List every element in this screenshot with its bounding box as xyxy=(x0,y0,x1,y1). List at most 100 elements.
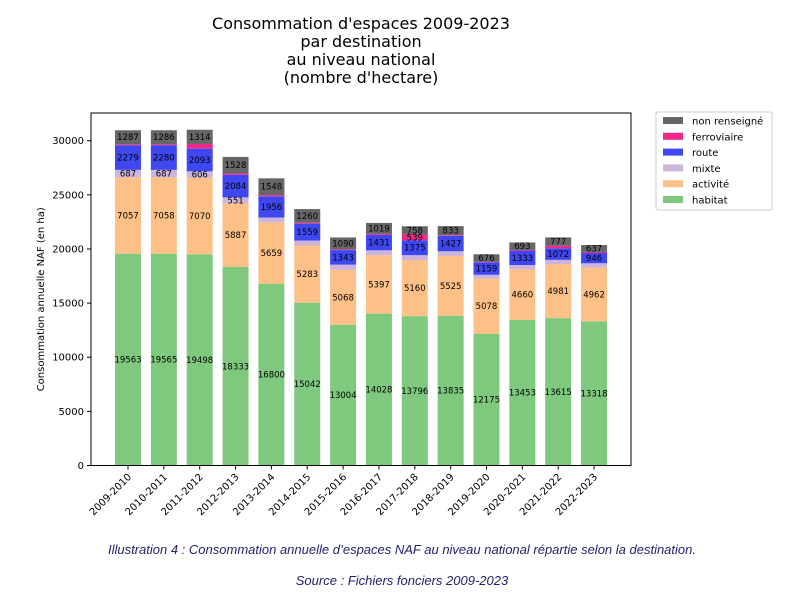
y-tick-label: 25000 xyxy=(52,190,84,201)
bar-segment-activite xyxy=(294,245,321,303)
legend-swatch xyxy=(663,132,683,140)
segment-label: 693 xyxy=(514,242,530,252)
title-line: Consommation d'espaces 2009-2023 xyxy=(212,14,510,33)
bar-segment-ferroviaire xyxy=(365,233,392,235)
segment-label: 1314 xyxy=(189,133,211,143)
bar-segment-non-renseigne xyxy=(294,209,321,223)
bar-segment-route xyxy=(545,248,572,260)
segment-label: 7057 xyxy=(117,211,139,221)
segment-label: 1956 xyxy=(261,203,283,213)
legend-label: mixte xyxy=(692,164,721,175)
segment-label: 1431 xyxy=(368,239,390,249)
figure-caption: Illustration 4 : Consommation annuelle d… xyxy=(107,542,696,557)
segment-label: 2280 xyxy=(153,153,175,163)
bar-segment-activite xyxy=(509,269,536,320)
legend-label: ferroviaire xyxy=(692,132,743,143)
bar-segment-habitat xyxy=(330,324,357,466)
segment-label: 1287 xyxy=(117,133,139,143)
legend-swatch xyxy=(663,117,683,124)
bar-segment-activite xyxy=(545,264,572,319)
segment-label: 687 xyxy=(120,170,136,180)
bar-segment-mixte xyxy=(581,263,608,268)
segment-label: 19563 xyxy=(114,356,141,366)
bar-segment-non-renseigne xyxy=(186,129,213,144)
plot-frame xyxy=(90,112,632,466)
segment-label: 1159 xyxy=(476,265,498,275)
bar-segment-ferroviaire xyxy=(115,144,141,146)
bar-segment-ferroviaire xyxy=(294,222,321,224)
segment-label: 19498 xyxy=(186,356,213,366)
bar-segment-mixte xyxy=(330,264,357,270)
bar-segment-non-renseigne xyxy=(330,237,357,250)
bar-segment-habitat xyxy=(115,253,141,466)
legend-swatch xyxy=(663,148,683,156)
bar-segment-habitat xyxy=(401,316,428,466)
bar-segment-activite xyxy=(437,255,464,316)
bar-segment-habitat xyxy=(294,302,321,466)
segment-label: 946 xyxy=(586,254,602,264)
segment-label: 5525 xyxy=(440,282,462,292)
bar-segment-habitat xyxy=(150,253,177,466)
segment-label: 1090 xyxy=(332,239,354,249)
bar-segment-ferroviaire xyxy=(401,234,428,241)
legend-label: habitat xyxy=(692,196,728,207)
bar-segment-ferroviaire xyxy=(330,249,357,251)
bar-segment-habitat xyxy=(581,321,608,466)
y-tick-label: 20000 xyxy=(52,244,84,255)
bar-segment-activite xyxy=(330,269,357,325)
bar-segment-non-renseigne xyxy=(545,237,572,246)
bar-segment-non-renseigne xyxy=(258,178,285,196)
bar-segment-mixte xyxy=(258,217,285,223)
bars xyxy=(115,129,608,466)
legend: non renseigné ferroviaire route mixte activi… xyxy=(655,111,773,211)
segment-label: 758 xyxy=(407,226,423,236)
legend-swatch xyxy=(663,180,683,188)
segment-label: 539 xyxy=(407,233,423,243)
bar-segment-route xyxy=(401,240,428,256)
segment-label: 13453 xyxy=(509,389,536,399)
bar-segment-mixte xyxy=(545,259,572,265)
segment-label: 13318 xyxy=(581,389,608,399)
legend-label: activité xyxy=(692,179,729,191)
segment-label: 1286 xyxy=(153,133,175,143)
bar-segment-route xyxy=(150,145,177,170)
bar-segment-habitat xyxy=(365,313,392,466)
bar-segment-ferroviaire xyxy=(545,245,572,249)
segment-label: 637 xyxy=(586,244,602,254)
segment-label: 1375 xyxy=(404,244,426,254)
y-tick-label: 15000 xyxy=(52,299,84,310)
legend-swatch xyxy=(663,196,683,203)
segment-labels: 19563 7057 687 2279 1287 19565 7058 687 2280 1286… xyxy=(114,133,607,406)
bar-segment-route xyxy=(222,174,249,198)
bar-segment-activite xyxy=(401,260,428,317)
y-tick-label: 0 xyxy=(78,461,84,472)
segment-label: 2093 xyxy=(189,156,211,166)
bar-segment-habitat xyxy=(509,319,536,466)
segment-label: 13796 xyxy=(401,387,428,397)
segment-label: 4660 xyxy=(512,291,534,301)
figure-source: Source : Fichiers fonciers 2009-2023 xyxy=(295,573,509,588)
segment-label: 676 xyxy=(478,254,494,264)
bar-segment-non-renseigne xyxy=(222,156,249,174)
bar-segment-mixte xyxy=(115,169,141,178)
bar-segment-mixte xyxy=(150,169,177,178)
bar-segment-activite xyxy=(186,177,213,255)
bar-segment-habitat xyxy=(222,267,249,466)
bar-segment-route xyxy=(186,148,213,172)
legend-label: non renseigné xyxy=(692,116,763,128)
segment-label: 1427 xyxy=(440,240,462,250)
bar-segment-ferroviaire xyxy=(186,143,213,149)
bar-segment-route xyxy=(115,145,141,170)
y-tick-label: 10000 xyxy=(52,353,84,364)
y-axis-label: Consommation annuelle NAF (en ha) xyxy=(36,207,47,391)
bar-segment-non-renseigne xyxy=(509,242,536,250)
bar-segment-habitat xyxy=(545,318,572,466)
bar-segment-ferroviaire xyxy=(258,195,285,197)
y-tick-label: 30000 xyxy=(52,136,84,147)
bar-segment-mixte xyxy=(401,255,428,261)
legend-swatch xyxy=(663,164,683,172)
segment-label: 1333 xyxy=(512,254,534,264)
segment-label: 777 xyxy=(550,238,566,248)
